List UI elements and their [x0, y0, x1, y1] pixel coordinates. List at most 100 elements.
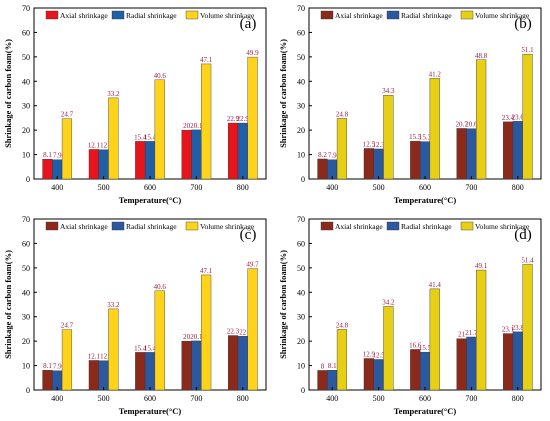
bar-value-label: 15.4 [134, 344, 147, 352]
bar-value-label: 48.8 [475, 52, 488, 60]
legend-swatch [320, 10, 334, 20]
y-axis-label: Shrinkage of carbon foam(%) [3, 39, 13, 148]
chart-panel-d: 0 10 20 30 40 50 60 70 Shrinkage of carbon foam(… [275, 211, 550, 421]
bar-value-label: 7.9 [53, 152, 62, 160]
bar [247, 268, 258, 391]
bar-value-label: 33.2 [107, 90, 120, 98]
legend-label: Radial shrinkage [126, 11, 177, 20]
bar [181, 129, 192, 180]
panel-label: (b) [514, 16, 532, 32]
x-tick-label: 800 [512, 183, 524, 192]
chart-panel-a: 0 10 20 30 40 50 60 70 Shrinkage of carbon foam(… [0, 0, 275, 210]
y-tick-label: 20 [22, 126, 30, 135]
bar [456, 128, 467, 180]
bar [154, 79, 165, 180]
bar-value-label: 8.1 [328, 362, 337, 370]
bar [42, 370, 53, 391]
bar [476, 269, 487, 391]
bar [336, 118, 348, 180]
y-tick-label: 70 [22, 4, 30, 13]
y-tick-label: 10 [297, 151, 305, 160]
legend-label: Radial shrinkage [401, 222, 452, 231]
x-tick-label: 700 [465, 394, 477, 403]
bar-value-label: 40.6 [154, 283, 167, 291]
legend-swatch [185, 221, 199, 231]
chart-panel-b: 0 10 20 30 40 50 60 70 Shrinkage of carbon foam(… [275, 0, 550, 210]
x-tick-label: 400 [326, 394, 338, 403]
x-tick-label: 700 [465, 183, 477, 192]
bar-value-label: 15.4 [144, 344, 157, 352]
bar-value-label: 22.9 [237, 115, 250, 123]
bar-value-label: 12.5 [372, 351, 385, 359]
bar-value-label: 33.2 [107, 301, 120, 309]
bar [227, 122, 239, 180]
legend-label: Radial shrinkage [126, 222, 177, 231]
legend-label: Axial shrinkage [60, 222, 108, 231]
bar [108, 308, 119, 391]
bar [466, 128, 477, 180]
bar-value-label: 12.1 [88, 141, 101, 149]
x-tick-label: 400 [326, 183, 338, 192]
x-tick-label: 800 [237, 183, 249, 192]
legend-label: Axial shrinkage [335, 222, 383, 231]
bar [476, 59, 487, 180]
bar [512, 121, 523, 180]
bar [61, 329, 73, 391]
bar [42, 159, 53, 180]
panel-label: (c) [240, 227, 257, 243]
bar [429, 78, 440, 180]
bar [108, 97, 119, 180]
y-tick-label: 50 [22, 53, 30, 62]
y-tick-label: 30 [22, 102, 30, 111]
bar [98, 360, 109, 391]
legend-label: Volume shrinkage [475, 11, 530, 20]
bar-value-label: 15.5 [409, 133, 422, 141]
bar-value-label: 12 [100, 142, 108, 150]
bar [98, 149, 109, 180]
bar-value-label: 49.9 [246, 49, 259, 57]
bar [237, 336, 248, 391]
bar-value-label: 24.7 [61, 322, 74, 330]
y-tick-label: 40 [22, 77, 30, 86]
bar-value-label: 20.7 [456, 120, 469, 128]
bar [88, 149, 99, 180]
y-tick-label: 40 [297, 77, 305, 86]
x-axis-label: Temperature(°C) [394, 406, 457, 416]
y-axis-label: Shrinkage of carbon foam(%) [278, 39, 288, 148]
legend-swatch [460, 221, 474, 231]
x-tick-label: 600 [144, 394, 156, 403]
x-axis-label: Temperature(°C) [119, 406, 182, 416]
bar [317, 158, 328, 180]
y-tick-label: 30 [297, 102, 305, 111]
y-tick-label: 60 [297, 239, 305, 248]
legend-swatch [460, 10, 474, 20]
bar [247, 56, 258, 180]
bar-value-label: 23.1 [502, 326, 515, 334]
bar [373, 359, 384, 391]
bar [502, 121, 514, 180]
y-tick-label: 70 [297, 4, 305, 13]
bar [144, 352, 156, 391]
bar [373, 148, 384, 180]
bar [522, 53, 533, 180]
legend-swatch [45, 221, 59, 231]
bar [191, 129, 202, 180]
bar-value-label: 20.1 [190, 122, 203, 130]
bar-value-label: 15.3 [419, 134, 432, 142]
bar [237, 122, 248, 180]
bar [383, 306, 394, 391]
bar-value-label: 49.1 [475, 262, 488, 270]
panel-label: (a) [240, 16, 257, 32]
y-tick-label: 20 [297, 126, 305, 135]
bar-value-label: 23.4 [502, 114, 515, 122]
y-tick-label: 30 [22, 313, 30, 322]
bar [363, 358, 374, 391]
bar [363, 148, 374, 180]
legend-label: Axial shrinkage [335, 11, 383, 20]
bar-value-label: 20.6 [465, 121, 478, 129]
bar [410, 349, 421, 391]
y-tick-label: 60 [22, 239, 30, 248]
bar-value-label: 34.2 [382, 298, 395, 306]
y-tick-label: 60 [22, 28, 30, 37]
y-axis-label: Shrinkage of carbon foam(%) [3, 250, 13, 359]
